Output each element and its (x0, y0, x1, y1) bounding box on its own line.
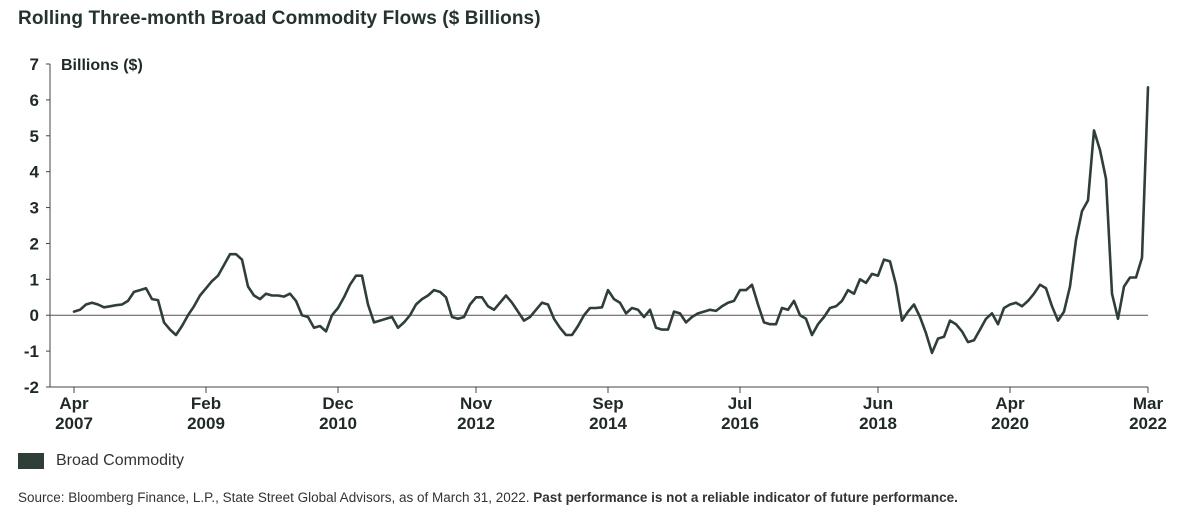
y-tick-label: 0 (30, 306, 39, 325)
x-tick-label: Feb 2009 (187, 394, 225, 433)
x-tick-label: Sep 2014 (589, 394, 627, 433)
chart-title: Rolling Three-month Broad Commodity Flow… (18, 8, 541, 29)
y-tick-label: 6 (30, 91, 39, 110)
source-disclaimer: Past performance is not a reliable indic… (533, 490, 958, 505)
x-axis: Apr 2007 Feb 2009 Dec 2010 Nov 2012 Sep 2014 Jul 20… (50, 386, 1167, 433)
y-axis-label: Billions ($) (61, 57, 143, 74)
legend-label: Broad Commodity (56, 452, 185, 469)
y-tick-label: 4 (30, 163, 40, 182)
y-tick-label: -2 (24, 378, 39, 397)
y-tick-label: 5 (30, 127, 39, 146)
y-tick-label: 7 (30, 55, 39, 74)
source-text: Source: Bloomberg Finance, L.P., State S… (18, 490, 530, 505)
line-chart: -2 -1 0 1 2 3 4 5 6 7 Apr 2007 Feb 2009 Dec 2010 Nov 201… (24, 55, 1167, 433)
y-tick-label: 1 (30, 270, 39, 289)
x-tick-label: Nov 2012 (457, 394, 495, 433)
source-note: Source: Bloomberg Finance, L.P., State S… (18, 490, 958, 505)
legend: Broad Commodity (18, 452, 184, 470)
x-tick-label: Dec 2010 (319, 394, 357, 433)
x-tick-label: Apr 2020 (991, 394, 1029, 433)
legend-swatch (18, 453, 44, 469)
x-tick-label: Mar 2022 (1129, 394, 1167, 433)
x-tick-label: Jun 2018 (859, 394, 897, 433)
x-tick-label: Jul 2016 (721, 394, 759, 433)
x-tick-label: Apr 2007 (55, 394, 93, 433)
y-tick-label: 2 (30, 234, 39, 253)
y-tick-label: -1 (24, 342, 39, 361)
y-axis: -2 -1 0 1 2 3 4 5 6 7 (24, 55, 51, 397)
y-tick-label: 3 (30, 199, 39, 218)
series-line-broad-commodity (72, 86, 1150, 355)
